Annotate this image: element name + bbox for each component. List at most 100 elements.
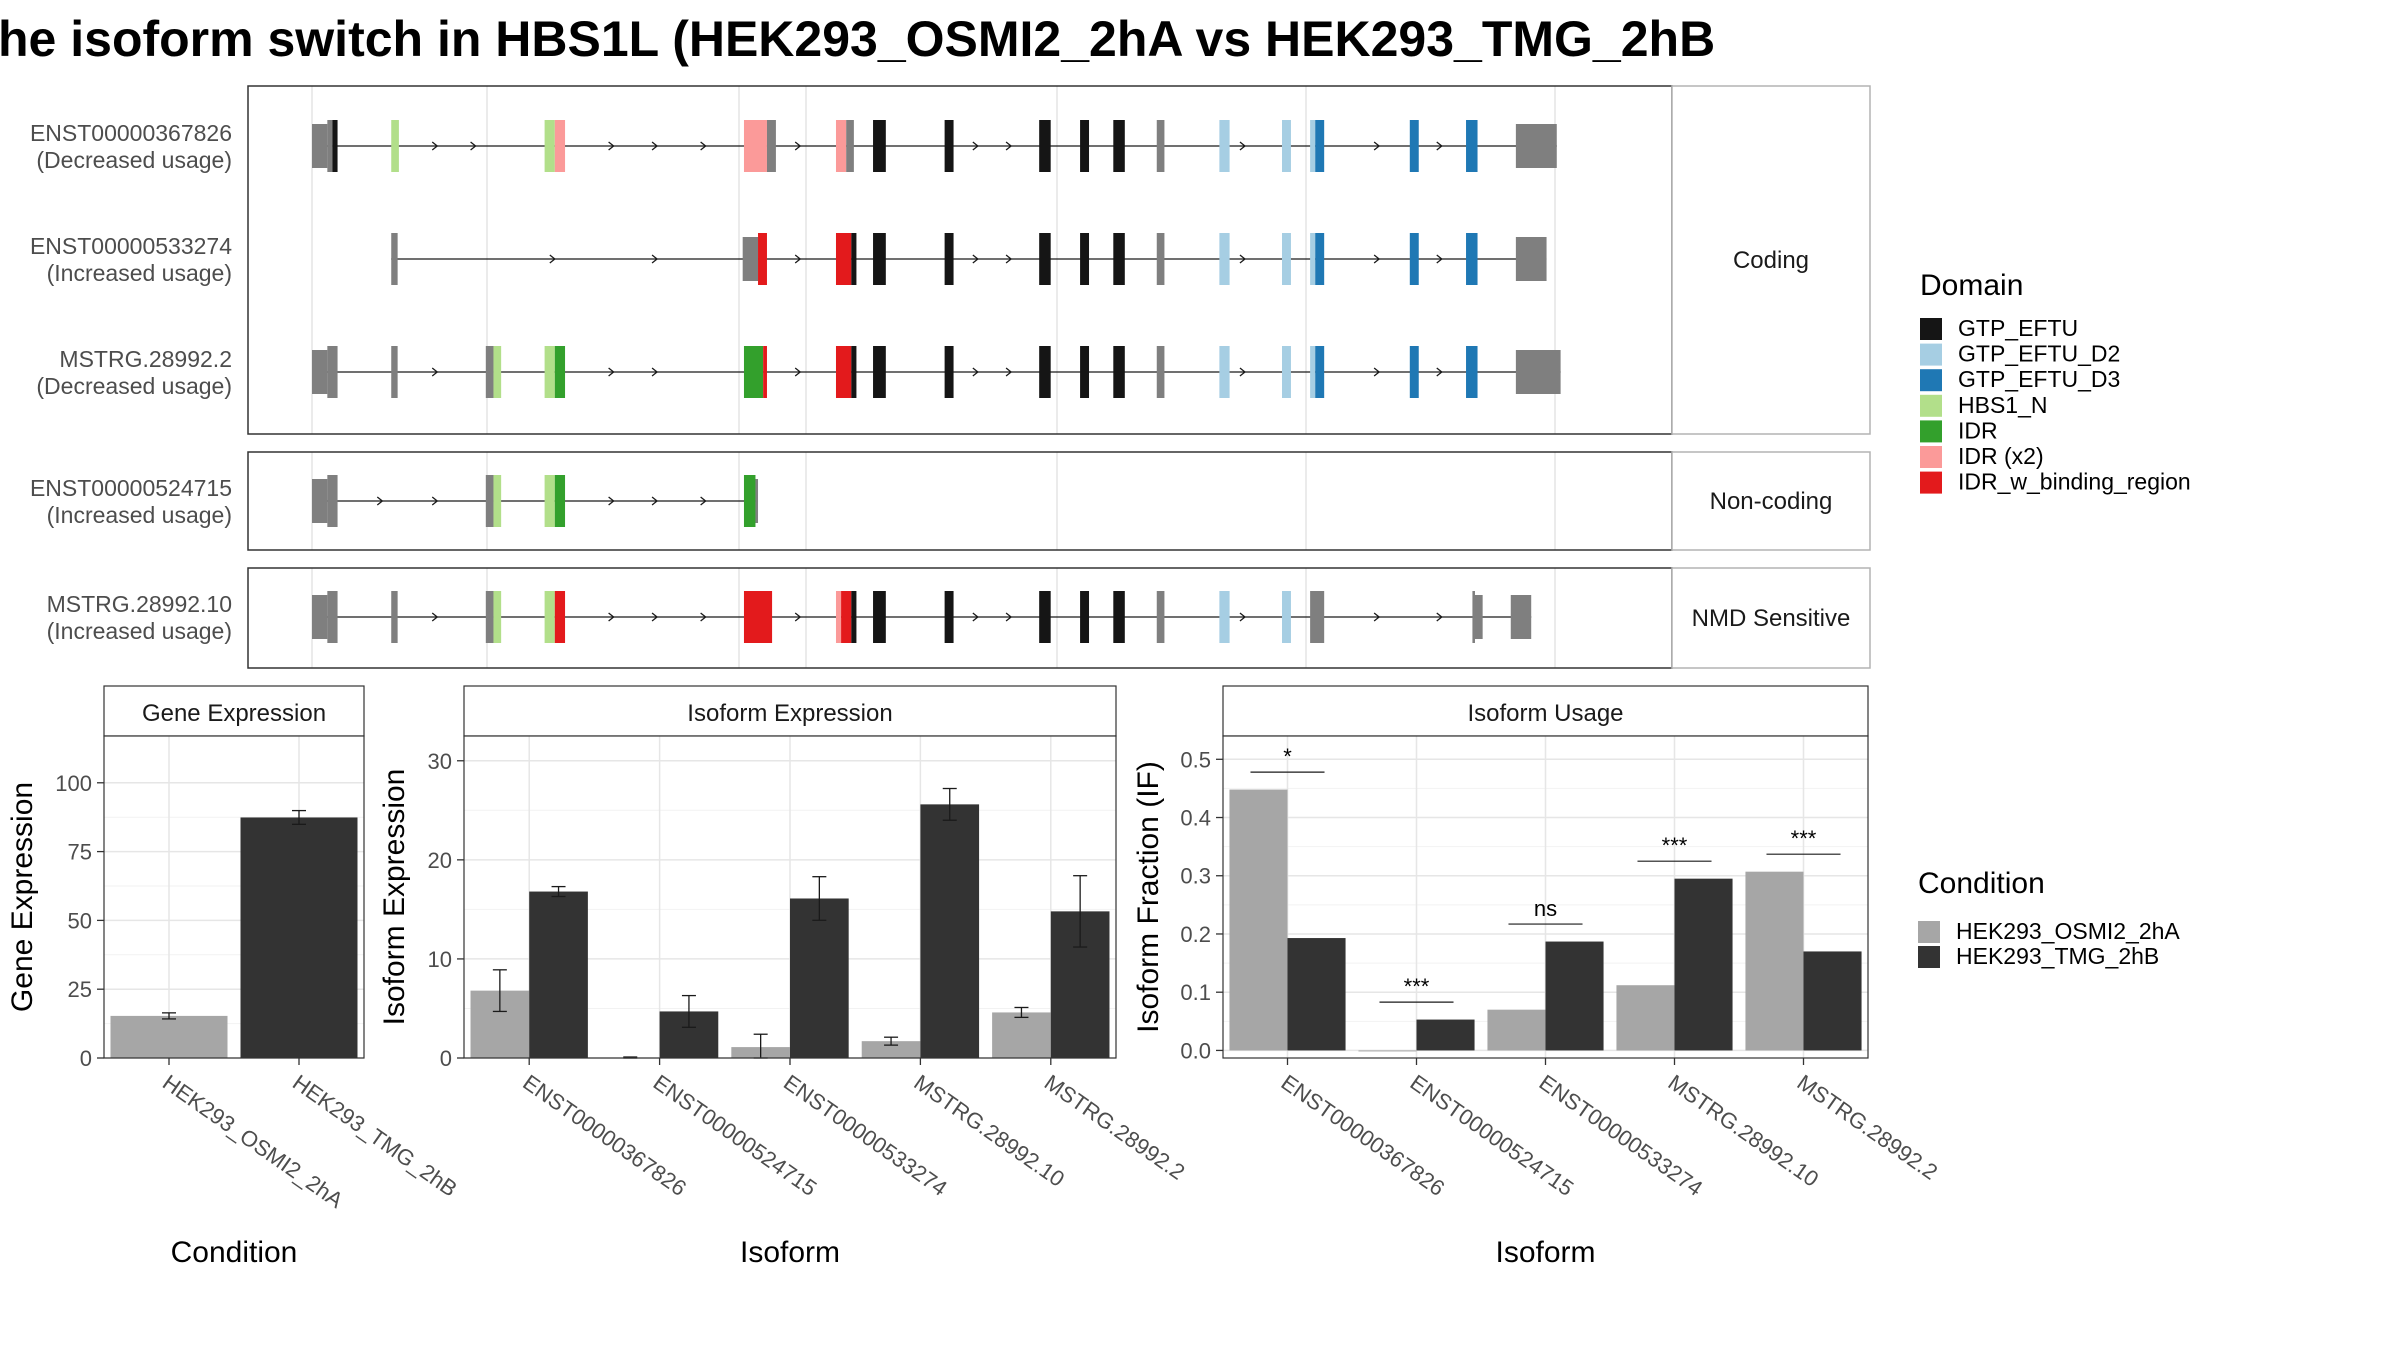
- chart-panel-isoform-expression: Isoform Expression0102030ENST00000367826…: [378, 685, 1189, 1269]
- intron-direction-arrow: [651, 496, 659, 506]
- plot-border: [103, 735, 365, 1059]
- bar-enst00000533274: [1487, 1009, 1546, 1051]
- exon-exon-gray: [312, 479, 328, 523]
- legend-label-idr-x2: IDR (x2): [1958, 443, 2044, 469]
- exon-gtp-eftu: [851, 591, 857, 643]
- y-tick-label: 0.3: [1180, 864, 1211, 889]
- intron-direction-arrow: [608, 141, 615, 151]
- intron-direction-arrow: [1239, 612, 1246, 622]
- x-axis-title: Isoform: [740, 1236, 840, 1269]
- exon-exon-gray: [1472, 591, 1475, 643]
- transcript-usage-label: (Increased usage): [47, 618, 232, 644]
- exon-hbs1-n: [544, 475, 555, 527]
- intron-direction-arrow: [431, 367, 439, 377]
- exon-exon-gray: [327, 475, 338, 527]
- exon-exon-gray: [1474, 595, 1483, 639]
- exon-idr-w-binding-region: [763, 346, 767, 398]
- y-tick-label: 0.1: [1180, 980, 1211, 1005]
- exon-idr-x2: [743, 120, 767, 172]
- exon-exon-gray: [312, 595, 328, 639]
- transcript-name: ENST00000367826: [30, 120, 232, 146]
- intron-direction-arrow: [1005, 141, 1013, 151]
- exon-gtp-eftu-d3: [1315, 233, 1325, 285]
- transcript-structure-plot: ENST00000367826(Decreased usage)ENST0000…: [30, 85, 1871, 669]
- chart-strip-title: Isoform Usage: [1467, 700, 1623, 727]
- exon-exon-gray: [485, 475, 494, 527]
- panel-strip-label: Coding: [1733, 247, 1809, 274]
- exon-exon-gray: [485, 346, 494, 398]
- exon-exon-gray: [846, 120, 854, 172]
- intron-direction-arrow: [431, 141, 439, 151]
- exon-exon-gray: [485, 591, 494, 643]
- y-tick-label: 10: [428, 947, 452, 972]
- exon-gtp-eftu: [1080, 120, 1090, 172]
- exon-gtp-eftu-d2: [1219, 591, 1230, 643]
- intron-direction-arrow: [1436, 367, 1443, 377]
- transcript-row-enst00000524715: ENST00000524715(Increased usage): [30, 475, 759, 528]
- bar-mstrg-28992-2: [992, 1012, 1051, 1058]
- exon-gtp-eftu-d2: [1310, 233, 1316, 285]
- exon-gtp-eftu-d2: [1310, 120, 1316, 172]
- panel-strip-label: Non-coding: [1710, 488, 1833, 515]
- exon-idr: [554, 475, 566, 527]
- exon-idr-w-binding-region: [554, 591, 566, 643]
- exon-gtp-eftu: [873, 120, 886, 172]
- figure-title: he isoform switch in HBS1L (HEK293_OSMI2…: [0, 11, 1715, 67]
- intron-direction-arrow: [1239, 367, 1246, 377]
- transcript-name: ENST00000533274: [30, 233, 232, 259]
- chart-panel-isoform-usage: Isoform Usage0.00.10.20.30.40.5ENST00000…: [1132, 685, 1942, 1269]
- transcript-row-enst00000533274: ENST00000533274(Increased usage): [30, 233, 1547, 286]
- significance-label: *: [1283, 744, 1292, 769]
- exon-exon-gray: [766, 120, 776, 172]
- exon-exon-gray: [1310, 591, 1325, 643]
- intron-direction-arrow: [972, 254, 979, 264]
- exon-gtp-eftu-d2: [1282, 346, 1291, 398]
- transcript-name: MSTRG.28992.2: [59, 346, 232, 372]
- panel-strip-label: NMD Sensitive: [1692, 605, 1851, 632]
- intron-direction-arrow: [651, 612, 659, 622]
- intron-direction-arrow: [1373, 141, 1381, 151]
- panel-strip: [1671, 567, 1871, 669]
- exon-exon-gray: [1156, 233, 1165, 285]
- exon-exon-gray: [327, 346, 338, 398]
- legend-key-gtp-eftu-d2: [1920, 343, 1942, 366]
- exon-idr-w-binding-region: [743, 591, 773, 643]
- intron-direction-arrow: [376, 496, 384, 506]
- intron-direction-arrow: [1373, 367, 1381, 377]
- y-tick-label: 75: [68, 840, 92, 865]
- bar-enst00000367826: [529, 891, 588, 1058]
- intron-direction-arrow: [431, 612, 439, 622]
- exon-gtp-eftu: [332, 120, 338, 172]
- exon-gtp-eftu: [1080, 233, 1090, 285]
- exon-exon-gray: [1515, 350, 1561, 394]
- intron-direction-arrow: [608, 496, 615, 506]
- intron-direction-arrow: [700, 496, 707, 506]
- exon-gtp-eftu-d2: [1282, 591, 1291, 643]
- transcript-row-mstrg-28992-2: MSTRG.28992.2(Decreased usage): [36, 346, 1561, 399]
- bar-enst00000367826: [1287, 938, 1346, 1051]
- exon-gtp-eftu: [944, 233, 954, 285]
- exon-exon-gray: [312, 124, 328, 168]
- exon-exon-gray: [327, 591, 338, 643]
- transcript-name: ENST00000524715: [30, 475, 232, 501]
- plot-border: [463, 735, 1117, 1059]
- y-tick-label: 0.0: [1180, 1038, 1211, 1063]
- exon-exon-gray: [391, 591, 398, 643]
- intron-direction-arrow: [651, 141, 659, 151]
- bar-enst00000533274: [790, 898, 849, 1058]
- exon-gtp-eftu: [873, 591, 886, 643]
- exon-idr: [743, 346, 764, 398]
- exon-gtp-eftu: [851, 346, 857, 398]
- exon-gtp-eftu: [944, 120, 954, 172]
- exon-gtp-eftu: [1039, 233, 1051, 285]
- x-axis-title: Condition: [171, 1236, 298, 1269]
- x-axis-title: Isoform: [1495, 1236, 1595, 1269]
- plot-border: [1222, 735, 1869, 1059]
- bar-mstrg-28992-2: [1745, 871, 1804, 1051]
- intron-direction-arrow: [431, 496, 439, 506]
- exon-gtp-eftu: [1039, 120, 1051, 172]
- transcript-name: MSTRG.28992.10: [47, 591, 232, 617]
- exon-gtp-eftu: [1080, 346, 1090, 398]
- exon-idr-w-binding-region: [758, 233, 767, 285]
- intron-direction-arrow: [1436, 141, 1443, 151]
